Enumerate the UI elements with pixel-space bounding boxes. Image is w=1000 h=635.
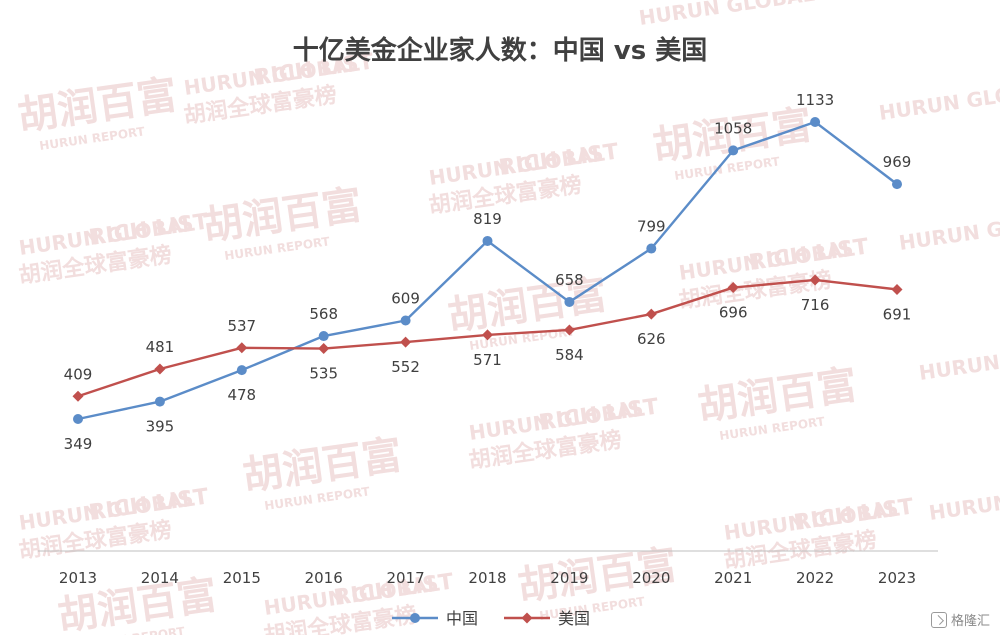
- data-point: [645, 308, 657, 320]
- data-point: [892, 179, 902, 190]
- source-badge-label: 格隆汇: [950, 614, 990, 629]
- watermark-brand-3: 胡润百富: [445, 272, 610, 340]
- data-point: [236, 342, 248, 354]
- data-point: [810, 117, 821, 127]
- series-china: [73, 117, 902, 424]
- legend-label: 中国: [446, 609, 478, 628]
- x-tick-label: 2018: [468, 569, 506, 587]
- data-label: 716: [801, 296, 830, 314]
- watermark-edge-4: HURUN GLOBAL: [927, 476, 1000, 524]
- x-tick-label: 2023: [878, 569, 916, 587]
- data-label: 571: [473, 351, 502, 369]
- watermark-rich-3: RICH LIST: [747, 234, 870, 276]
- legend-item: 美国: [504, 609, 590, 628]
- x-tick-label: 2014: [141, 569, 179, 587]
- data-label: 691: [883, 305, 912, 323]
- data-point: [646, 243, 657, 254]
- data-point: [236, 365, 247, 376]
- watermark-edge-1: HURUN GLOBAL: [877, 76, 1000, 124]
- data-label: 478: [227, 386, 256, 404]
- watermark-rich-4: RICH LIST: [537, 394, 660, 436]
- data-label: 349: [64, 435, 93, 453]
- data-point: [482, 329, 493, 341]
- data-label: 395: [146, 418, 175, 436]
- data-label: 1133: [796, 91, 834, 109]
- legend-marker: [410, 613, 420, 623]
- data-label: 1058: [714, 119, 752, 137]
- watermark-rich-6: RICH LIST: [792, 494, 915, 536]
- legend-item: 中国: [392, 609, 478, 628]
- check-logo-icon: [930, 611, 947, 628]
- watermark-edge-2: HURUN GLOBAL: [897, 206, 1000, 254]
- legend: 中国 美国: [392, 609, 590, 628]
- data-label: 552: [391, 358, 420, 376]
- data-labels: 349 395 478 568 609 819 658 799 1058 1133 969 409 48…: [64, 91, 912, 453]
- x-tick-label: 2013: [59, 569, 97, 587]
- x-tick-label: 2019: [550, 569, 588, 587]
- data-point: [318, 331, 329, 342]
- data-point: [891, 283, 903, 295]
- x-tick-labels: 2013 2014 2015 2016 2017 2018 2019 2020 2021 2022…: [59, 569, 916, 587]
- data-label: 537: [227, 317, 256, 335]
- watermark-edge-0: HURUN GLOBAL: [637, 0, 816, 30]
- data-label: 626: [637, 330, 666, 348]
- data-label: 799: [637, 218, 666, 236]
- x-tick-label: 2021: [714, 569, 752, 587]
- watermark-brand-0: 胡润百富: [15, 72, 180, 140]
- watermark-brand-5: 胡润百富: [240, 432, 405, 500]
- data-point: [564, 296, 575, 307]
- data-point: [73, 414, 83, 424]
- data-label: 568: [309, 305, 338, 323]
- data-point: [154, 396, 165, 407]
- data-point: [318, 343, 330, 355]
- chart-title: 十亿美金企业家人数：中国 vs 美国: [292, 36, 708, 66]
- data-point: [482, 235, 493, 246]
- watermark-edge-3: HURUN GLOBAL: [917, 336, 1000, 384]
- data-point: [809, 274, 821, 286]
- data-label: 696: [719, 304, 748, 322]
- data-label: 819: [473, 210, 502, 228]
- x-tick-label: 2022: [796, 569, 834, 587]
- x-tick-label: 2017: [387, 569, 425, 587]
- data-label: 609: [391, 290, 420, 308]
- data-point: [563, 324, 575, 336]
- data-point: [727, 282, 739, 294]
- legend-label: 美国: [558, 609, 590, 628]
- watermark-rich-5: RICH LIST: [87, 484, 210, 526]
- watermark-rich-1: RICH LIST: [497, 139, 620, 181]
- watermark-rich-2: RICH LIST: [87, 209, 210, 251]
- watermark-brand-1: 胡润百富: [200, 182, 365, 250]
- data-label: 409: [64, 365, 93, 383]
- data-label: 658: [555, 271, 584, 289]
- source-badge: 格隆汇: [930, 610, 990, 629]
- data-point: [154, 363, 166, 375]
- data-point: [400, 315, 411, 326]
- data-label: 584: [555, 346, 584, 364]
- data-point: [400, 336, 412, 348]
- x-tick-label: 2020: [632, 569, 670, 587]
- series-layer: [72, 117, 903, 424]
- data-label: 969: [883, 153, 912, 171]
- data-point: [728, 145, 739, 156]
- series-usa: [72, 274, 903, 402]
- data-label: 535: [309, 365, 338, 383]
- legend-marker: [521, 612, 533, 624]
- x-tick-label: 2016: [305, 569, 343, 587]
- data-label: 481: [146, 338, 175, 356]
- x-tick-label: 2015: [223, 569, 261, 587]
- watermark-brand-4: 胡润百富: [695, 362, 860, 430]
- data-point: [72, 390, 84, 402]
